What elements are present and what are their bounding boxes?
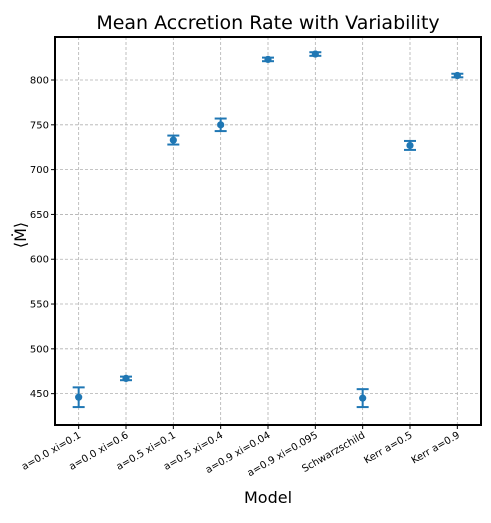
data-point-group	[404, 139, 416, 151]
y-tick-label: 800	[30, 76, 49, 87]
data-point-group	[167, 134, 180, 146]
data-point	[453, 71, 461, 80]
data-point-group	[451, 71, 464, 80]
data-point-group	[356, 388, 369, 409]
y-tick-label: 500	[30, 344, 49, 355]
data-point-group	[214, 117, 227, 133]
data-point-group	[72, 386, 85, 409]
data-point-group	[262, 55, 274, 64]
data-point	[264, 55, 272, 64]
y-tick-label: 650	[30, 210, 49, 221]
data-point	[122, 374, 130, 383]
y-tick-label: 750	[30, 120, 49, 131]
y-tick-label: 550	[30, 300, 49, 311]
marks-layer	[72, 50, 464, 409]
x-tick-label: Kerr a=0.9	[410, 430, 462, 466]
chart-title: Mean Accretion Rate with Variability	[96, 12, 439, 34]
data-point	[311, 50, 319, 58]
y-tick-label: 450	[30, 389, 49, 400]
grid-layer	[55, 37, 481, 425]
data-point	[75, 393, 83, 401]
y-tick-label: 700	[30, 165, 49, 176]
data-point	[359, 394, 367, 402]
y-axis-label: ⟨Ṁ⟩	[11, 222, 30, 248]
data-point-group	[309, 50, 322, 58]
data-point	[217, 121, 225, 129]
x-tick-label: Kerr a=0.5	[362, 430, 414, 466]
data-point	[406, 141, 414, 150]
plot-frame	[54, 36, 482, 426]
data-point-group	[120, 374, 132, 383]
x-axis-label: Model	[244, 488, 292, 507]
y-tick-label: 600	[30, 255, 49, 266]
data-point	[169, 136, 177, 144]
